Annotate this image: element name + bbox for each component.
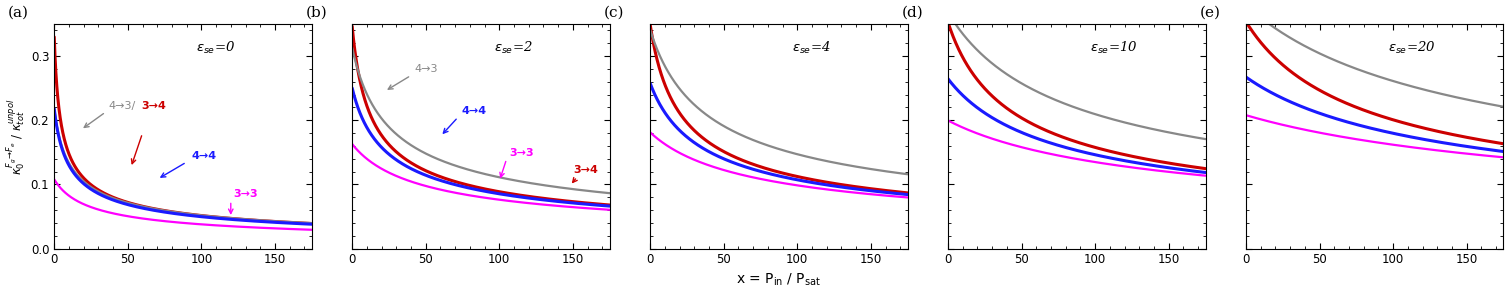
Text: 4→3: 4→3 [413,64,438,74]
Text: 3→3: 3→3 [510,148,534,158]
Text: 4→4: 4→4 [192,151,216,161]
Text: $\varepsilon_{se}$=10: $\varepsilon_{se}$=10 [1089,40,1138,56]
Text: 3→4: 3→4 [140,101,166,111]
Text: (c): (c) [604,6,625,20]
Text: (a): (a) [8,6,29,20]
Text: $\varepsilon_{se}$=2: $\varepsilon_{se}$=2 [493,40,533,56]
Text: (d): (d) [902,6,924,20]
X-axis label: x = P$_{\rm in}$ / P$_{\rm sat}$: x = P$_{\rm in}$ / P$_{\rm sat}$ [736,272,821,288]
Text: $\varepsilon_{se}$=0: $\varepsilon_{se}$=0 [196,40,235,56]
Text: 3→4: 3→4 [573,165,598,175]
Text: $\varepsilon_{se}$=4: $\varepsilon_{se}$=4 [792,40,830,56]
Text: 4→3/: 4→3/ [109,101,136,111]
Text: 3→3: 3→3 [234,189,258,199]
Text: 4→4: 4→4 [462,106,486,116]
Y-axis label: $\kappa_0^{F_g\!\rightarrow\! F_e}\ /\ \kappa_{tot}^{unpol}$: $\kappa_0^{F_g\!\rightarrow\! F_e}\ /\ \… [6,98,29,175]
Text: (e): (e) [1200,6,1221,20]
Text: $\varepsilon_{se}$=20: $\varepsilon_{se}$=20 [1388,40,1435,56]
Text: (b): (b) [306,6,327,20]
